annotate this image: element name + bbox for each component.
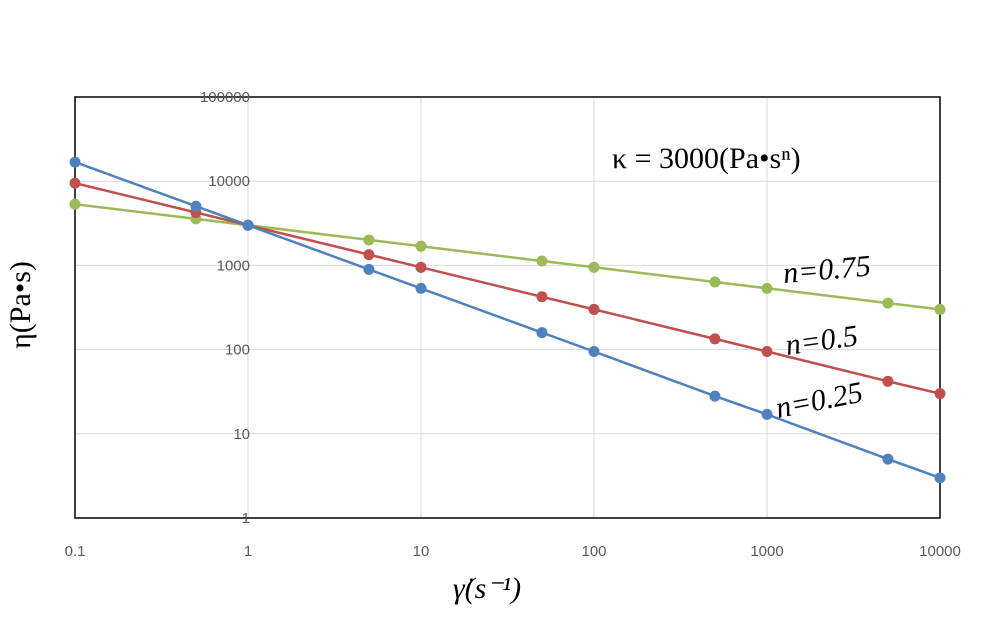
x-tick-label: 1	[244, 543, 252, 560]
x-tick-label: 0.1	[65, 543, 86, 560]
y-tick-label: 10000	[208, 173, 250, 190]
grid	[74, 96, 941, 519]
data-point	[69, 156, 81, 168]
x-tick-label: 10	[413, 543, 430, 560]
data-point	[761, 282, 773, 294]
y-tick-label: 1000	[217, 257, 250, 274]
series-label-n05: n=0.5	[783, 319, 860, 362]
data-point	[934, 472, 946, 484]
y-tick-label: 1	[242, 510, 250, 527]
x-tick-label: 10000	[919, 543, 961, 560]
data-point	[588, 345, 600, 357]
data-point	[709, 333, 721, 345]
data-point	[588, 261, 600, 273]
series-line	[74, 160, 941, 479]
y-tick-label: 100000	[200, 89, 250, 106]
data-point	[536, 255, 548, 267]
data-point	[242, 219, 254, 231]
series-label-n075: n=0.75	[782, 249, 872, 290]
plot-frame	[74, 96, 941, 519]
data-point	[588, 303, 600, 315]
data-point	[536, 291, 548, 303]
y-tick-label: 10	[233, 426, 250, 443]
x-tick-label: 1000	[750, 543, 783, 560]
data-point	[415, 282, 427, 294]
y-axis-label: η(Pa•s)	[4, 261, 37, 349]
data-point	[363, 234, 375, 246]
data-point	[709, 276, 721, 288]
data-point	[761, 408, 773, 420]
data-point	[415, 240, 427, 252]
data-point	[536, 327, 548, 339]
data-point	[882, 297, 894, 309]
data-point	[69, 177, 81, 189]
series-label-n025: n=0.25	[773, 376, 865, 425]
data-point	[190, 200, 202, 212]
x-axis-label: γ̇(s⁻¹)	[453, 572, 521, 605]
data-point	[709, 390, 721, 402]
series-group	[69, 156, 946, 484]
data-point	[934, 303, 946, 315]
series-1	[69, 177, 946, 400]
data-point	[934, 388, 946, 400]
data-point	[363, 263, 375, 275]
series-2	[69, 156, 946, 484]
data-point	[882, 453, 894, 465]
data-point	[761, 345, 773, 357]
y-tick-label: 100	[225, 342, 250, 359]
kappa-annotation: κ = 3000(Pa•sⁿ)	[612, 142, 801, 175]
x-tick-label: 100	[581, 543, 606, 560]
data-point	[69, 198, 81, 210]
series-line	[74, 181, 941, 395]
tick-labels: 0.1 1 10 100 1000 10000 1 10 100 1000 10000 100000	[65, 89, 961, 560]
data-point	[882, 375, 894, 387]
data-point	[363, 249, 375, 261]
data-point	[415, 261, 427, 273]
